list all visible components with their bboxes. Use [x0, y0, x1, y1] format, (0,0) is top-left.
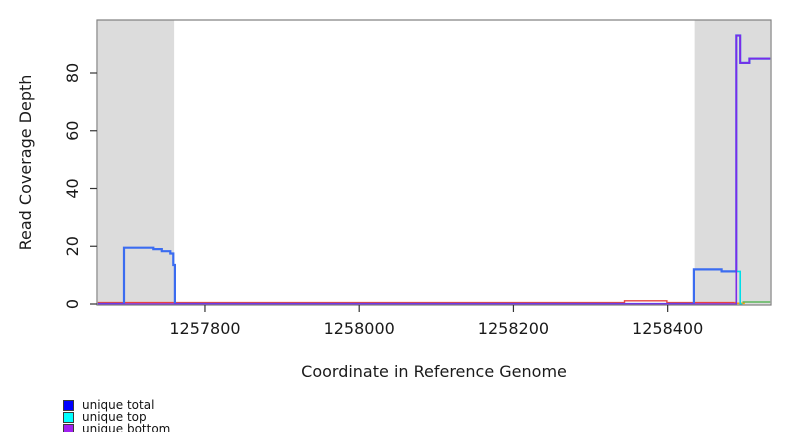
right-gray-region	[694, 20, 771, 305]
legend-label-unique-bottom: unique bottom	[82, 422, 171, 432]
legend-item-unique-bottom: unique bottom	[63, 423, 783, 432]
series-unique-bottom	[97, 34, 771, 305]
x-axis-title: Coordinate in Reference Genome	[301, 362, 567, 381]
series-unique-total	[97, 34, 771, 306]
legend-swatch-unique-top	[63, 411, 74, 423]
y-tick-label: 80	[63, 63, 82, 83]
legend-item-unique-top: unique top	[63, 411, 783, 423]
legend-item-unique-total: unique total	[63, 399, 783, 411]
y-tick-label: 0	[63, 299, 82, 309]
x-tick-label: 1258400	[632, 319, 703, 338]
legend-label-unique-total: unique total	[82, 398, 155, 412]
y-tick-label: 60	[63, 121, 82, 141]
x-tick-label: 1258200	[478, 319, 549, 338]
y-tick-label: 20	[63, 236, 82, 256]
y-tick-label: 40	[63, 178, 82, 198]
x-tick-label: 1257800	[169, 319, 240, 338]
plot-box	[96, 19, 772, 306]
legend-label-unique-top: unique top	[82, 410, 147, 424]
legend-swatch-unique-total	[63, 399, 74, 411]
series-repeat-total	[97, 300, 736, 304]
left-gray-region	[97, 20, 175, 305]
x-tick-label: 1258000	[324, 319, 395, 338]
legend-swatch-unique-bottom	[63, 423, 74, 432]
series-unique-top	[736, 270, 743, 305]
y-axis-title: Read Coverage Depth	[16, 75, 35, 251]
